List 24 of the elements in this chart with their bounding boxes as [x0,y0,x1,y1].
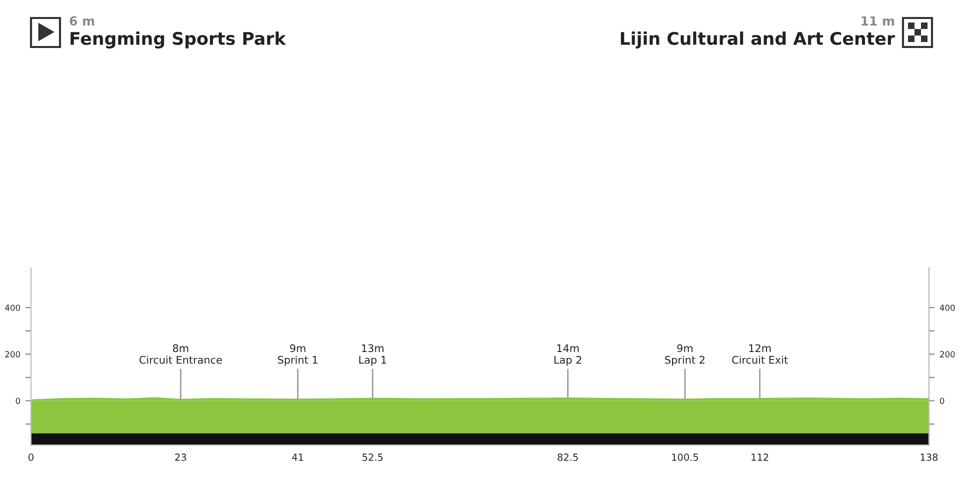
annotation: 9m Sprint 2 [665,344,704,366]
text: Fengming Sports Park [70,32,286,48]
text: Lijin Cultural and Art Center [620,32,895,48]
x-tick-label: 138 [920,454,938,461]
x-tick-label: 23 [175,454,186,461]
y-tick-label: 400 [5,304,20,311]
x-tick-label: 41 [292,454,304,461]
annotation: 14m Lap 2 [554,344,582,366]
y2-tick-label: 200 [940,351,955,358]
x-tick-label: 82.5 [558,454,578,461]
y-tick-label: 200 [5,351,20,358]
y2-tick-label: 0 [940,398,944,404]
y2-tick-label: 400 [940,304,955,311]
x-tick-label: 100.5 [672,454,698,461]
text: 6 m [70,16,94,26]
annotation: 12m Circuit Exit [732,344,788,364]
y-tick-label: 0 [16,398,20,404]
annotation: 13m Lap 1 [359,344,386,366]
x-tick-label: 112 [752,454,768,461]
text: 11 m [862,16,894,26]
x-tick-label: 0 [28,454,34,461]
annotation: 9m Sprint 1 [278,344,318,366]
x-tick-label: 52.5 [362,454,383,461]
annotation: 8m Circuit Entrance [140,344,222,364]
